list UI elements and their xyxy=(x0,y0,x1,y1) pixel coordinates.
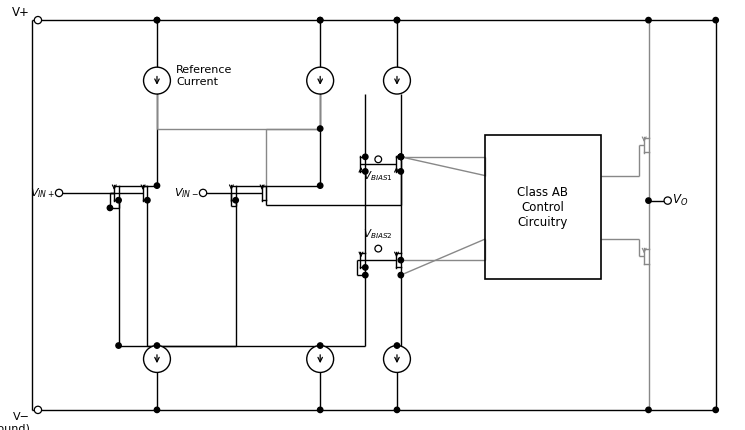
Circle shape xyxy=(398,258,404,263)
Circle shape xyxy=(317,407,323,412)
Circle shape xyxy=(144,346,171,372)
Circle shape xyxy=(233,197,238,203)
Circle shape xyxy=(154,18,159,23)
Circle shape xyxy=(317,126,323,131)
Circle shape xyxy=(384,346,410,372)
Text: $V_{IN-}$: $V_{IN-}$ xyxy=(174,186,199,200)
Circle shape xyxy=(307,67,334,94)
Circle shape xyxy=(144,67,171,94)
Circle shape xyxy=(713,407,718,412)
Circle shape xyxy=(200,189,206,197)
Circle shape xyxy=(398,169,404,174)
Circle shape xyxy=(317,183,323,188)
Circle shape xyxy=(363,273,368,278)
Circle shape xyxy=(394,18,399,23)
Circle shape xyxy=(375,245,381,252)
Circle shape xyxy=(317,18,323,23)
Circle shape xyxy=(363,169,368,174)
Circle shape xyxy=(375,156,381,163)
Circle shape xyxy=(55,189,63,197)
Circle shape xyxy=(713,18,718,23)
Text: Class AB
Control
Circuitry: Class AB Control Circuitry xyxy=(517,186,568,229)
Circle shape xyxy=(154,183,159,188)
Circle shape xyxy=(34,406,42,414)
Circle shape xyxy=(646,18,651,23)
Text: $V_O$: $V_O$ xyxy=(673,193,688,208)
Text: $V_{BIAS1}$: $V_{BIAS1}$ xyxy=(364,169,393,183)
Circle shape xyxy=(107,205,112,211)
Circle shape xyxy=(398,154,404,160)
Circle shape xyxy=(398,273,404,278)
Circle shape xyxy=(34,16,42,24)
Circle shape xyxy=(398,154,404,160)
Circle shape xyxy=(116,343,121,348)
Circle shape xyxy=(398,154,404,160)
Circle shape xyxy=(363,265,368,270)
Text: V+: V+ xyxy=(13,6,31,19)
Circle shape xyxy=(646,198,651,203)
Text: $V_{BIAS2}$: $V_{BIAS2}$ xyxy=(364,227,393,241)
Text: $V_{IN+}$: $V_{IN+}$ xyxy=(31,186,55,200)
Bar xyxy=(485,135,600,280)
Circle shape xyxy=(154,407,159,412)
Circle shape xyxy=(317,18,323,23)
Circle shape xyxy=(394,18,399,23)
Circle shape xyxy=(363,154,368,160)
Circle shape xyxy=(646,407,651,412)
Text: V−
(Ground): V− (Ground) xyxy=(0,412,31,430)
Circle shape xyxy=(664,197,671,204)
Circle shape xyxy=(307,346,334,372)
Circle shape xyxy=(394,407,399,412)
Circle shape xyxy=(145,197,150,203)
Circle shape xyxy=(317,343,323,348)
Circle shape xyxy=(154,18,159,23)
Circle shape xyxy=(116,197,121,203)
Circle shape xyxy=(154,343,159,348)
Circle shape xyxy=(394,343,399,348)
Circle shape xyxy=(398,154,404,160)
Text: Reference
Current: Reference Current xyxy=(176,65,232,86)
Circle shape xyxy=(384,67,410,94)
